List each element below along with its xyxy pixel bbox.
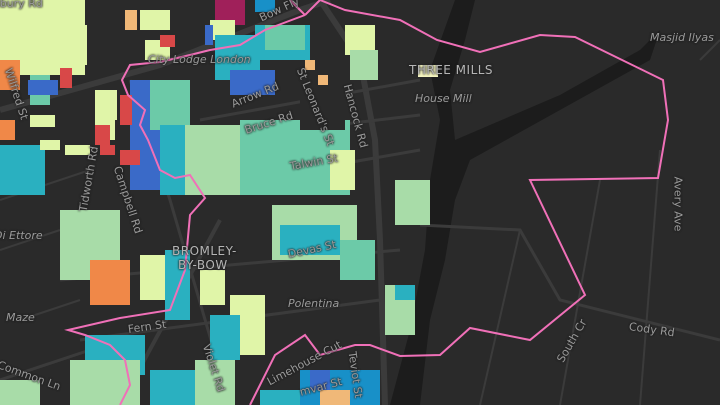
river [390, 0, 660, 405]
street-label: sbury Rd [0, 0, 43, 10]
poi-label: House Mill [415, 92, 472, 105]
place-label: THREE MILLS [409, 63, 494, 77]
poi-label: Polentina [288, 297, 340, 310]
poi-label: Maze [6, 311, 35, 324]
poi-label: City Lodge London [148, 53, 251, 66]
street-label: Avery Ave [671, 176, 685, 232]
place-label: BY-BOW [178, 258, 228, 272]
boundary-line [64, 0, 670, 405]
poi-label: Masjid Ilyas [650, 31, 714, 44]
poi-label: Di Ettore [0, 229, 43, 242]
place-label: BROMLEY- [172, 244, 237, 258]
